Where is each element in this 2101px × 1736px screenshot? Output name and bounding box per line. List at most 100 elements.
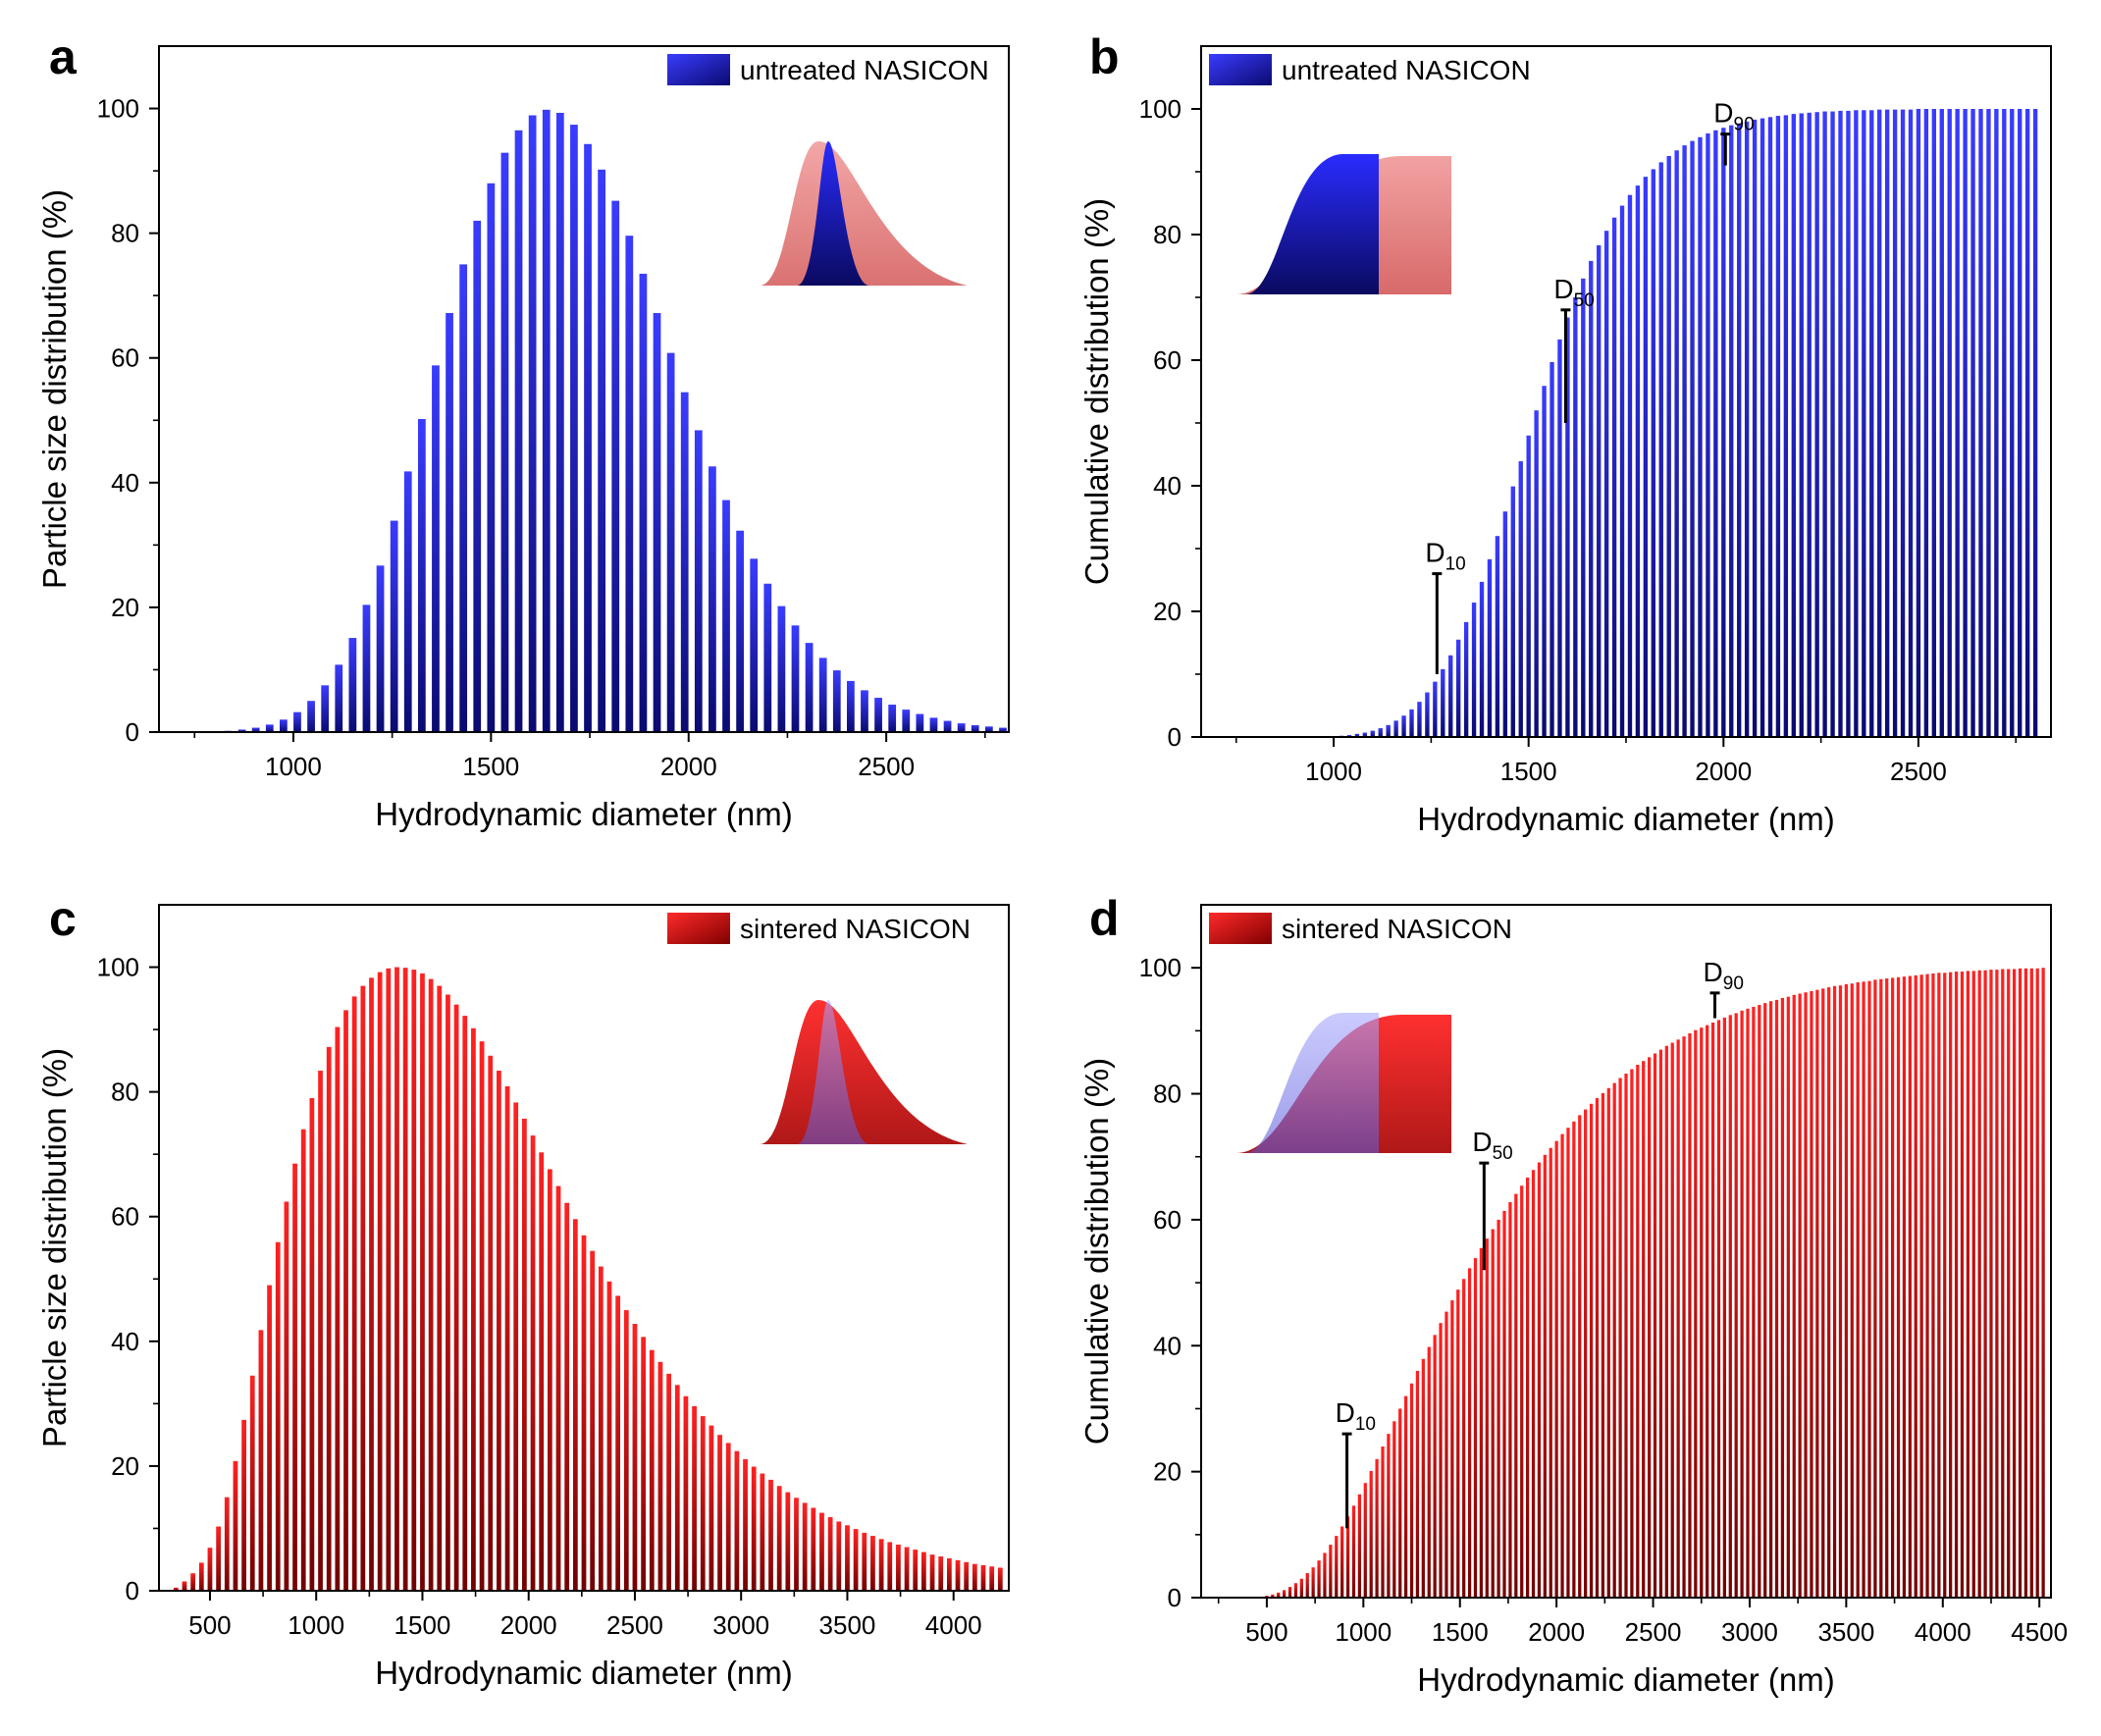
bar <box>1271 1594 1275 1598</box>
bar <box>471 1027 476 1591</box>
bar <box>1939 109 1944 737</box>
bar <box>417 419 426 732</box>
bar <box>1970 109 1975 737</box>
bar <box>376 565 385 732</box>
bar <box>1287 1587 1292 1598</box>
bar <box>717 1435 722 1591</box>
bar <box>1441 668 1445 737</box>
bar <box>284 1201 289 1591</box>
bar <box>683 1395 689 1591</box>
y-axis-title: Cumulative distribution (%) <box>1078 1058 1115 1445</box>
bar <box>446 994 450 1591</box>
bar <box>198 1562 204 1591</box>
bar <box>233 1460 238 1591</box>
annotation-label: D90 <box>1713 98 1754 135</box>
bar <box>1716 1020 1721 1598</box>
x-tick-label: 1500 <box>1500 757 1557 786</box>
bar <box>832 670 841 732</box>
bar <box>1497 1219 1500 1598</box>
bar <box>1636 1065 1640 1598</box>
bar <box>2023 968 2028 1598</box>
bar <box>1311 1567 1315 1598</box>
legend-swatch <box>1209 913 1272 944</box>
bar <box>411 970 417 1591</box>
bar <box>1335 1536 1339 1598</box>
bar <box>1658 162 1663 737</box>
bar <box>615 1295 621 1591</box>
bar <box>1799 113 1804 738</box>
bar <box>1354 733 1360 737</box>
bar <box>1923 109 1929 737</box>
bar <box>653 312 661 732</box>
bar <box>1814 112 1819 737</box>
bar <box>1937 973 1941 1598</box>
bar <box>2001 969 2005 1598</box>
bar <box>938 1556 944 1591</box>
bar <box>1627 194 1633 737</box>
bar <box>1647 1057 1652 1598</box>
x-tick-label: 3500 <box>819 1610 876 1640</box>
bar <box>1666 156 1671 737</box>
bar <box>1369 1470 1373 1598</box>
bar <box>887 1542 893 1591</box>
bar <box>989 1566 995 1591</box>
bar <box>249 1375 255 1591</box>
annotation-subscript: 90 <box>1723 973 1744 994</box>
legend-label: sintered NASICON <box>1282 914 1512 944</box>
bar <box>1963 109 1968 737</box>
bar <box>335 664 343 732</box>
bar <box>1467 1268 1472 1598</box>
bar <box>173 1587 179 1591</box>
y-axis-title: Cumulative distribution (%) <box>1078 198 1115 585</box>
bar <box>1597 244 1602 737</box>
bar <box>1401 715 1406 737</box>
bar <box>2007 969 2011 1598</box>
bar <box>1386 724 1391 737</box>
bar <box>768 1479 773 1591</box>
bar <box>692 1405 697 1591</box>
bar <box>1611 217 1617 738</box>
bar <box>777 605 786 732</box>
bar <box>1543 1154 1547 1598</box>
bar <box>522 1118 527 1591</box>
bar <box>1698 136 1703 738</box>
bar <box>1462 1279 1466 1598</box>
y-tick-label: 40 <box>1153 1331 1182 1360</box>
bar <box>902 710 911 732</box>
bar <box>811 1507 816 1591</box>
bar <box>1510 486 1515 737</box>
bar <box>1619 205 1625 737</box>
bar <box>1721 128 1726 737</box>
bar <box>1674 150 1679 738</box>
bar <box>1688 1032 1692 1598</box>
bar <box>1317 1560 1321 1598</box>
bar <box>776 1486 782 1591</box>
bar <box>1508 1201 1512 1598</box>
bar <box>1549 361 1554 737</box>
y-tick-label: 60 <box>1153 1205 1182 1235</box>
bar <box>1537 1162 1542 1598</box>
bar <box>1867 980 1871 1598</box>
plot-frame <box>158 904 1010 1592</box>
bar <box>539 1152 545 1591</box>
bar <box>1902 976 1907 1598</box>
bar <box>1495 536 1500 737</box>
bar <box>1885 978 1889 1598</box>
y-tick-label: 80 <box>111 1078 139 1107</box>
bar <box>943 720 952 732</box>
inset-curve-untreated <box>797 1000 869 1144</box>
bar <box>1664 1045 1668 1598</box>
annotation-letter: D <box>1704 957 1723 987</box>
annotation-d90: D90 <box>1713 98 1755 166</box>
bar <box>1601 1092 1605 1598</box>
bar <box>657 1361 663 1591</box>
bar <box>1479 1247 1484 1598</box>
bar <box>1526 1177 1530 1598</box>
bar <box>564 1202 570 1591</box>
bar <box>1850 983 1854 1598</box>
bar <box>1729 125 1734 737</box>
bar <box>694 430 703 732</box>
bar <box>1398 1408 1402 1598</box>
bar <box>888 705 897 732</box>
x-tick-label: 2000 <box>1528 1617 1585 1647</box>
